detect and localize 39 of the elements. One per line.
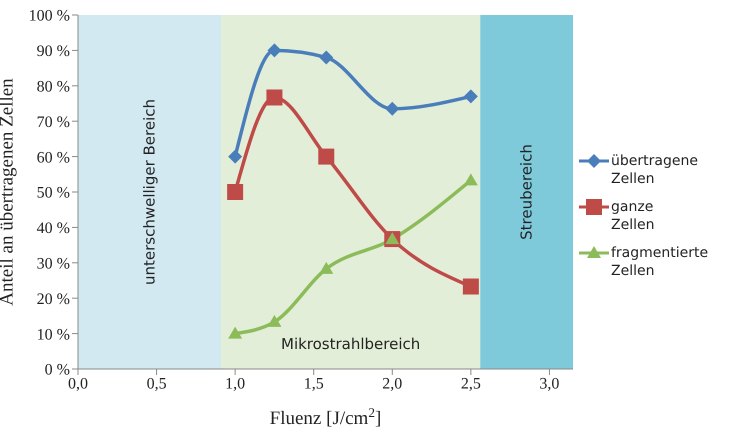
point: [385, 232, 400, 244]
y-tick-label: 0 %: [44, 362, 70, 379]
y-tick-label: 10 %: [36, 326, 70, 344]
point: [266, 89, 282, 106]
x-tick-label: 0,5: [146, 375, 167, 392]
legend-label: ganze Zellen: [611, 198, 656, 234]
y-tick-label: 80 %: [36, 78, 70, 96]
point: [267, 314, 282, 327]
point: [385, 102, 400, 116]
y-tick-label: 90 %: [36, 43, 70, 60]
y-tick-label: 50 %: [36, 184, 70, 202]
x-axis-title: Fluenz [J/cm$^{2}$]: [270, 404, 382, 429]
point: [227, 184, 244, 200]
point: [228, 150, 242, 164]
y-tick-label: 20 %: [36, 290, 70, 308]
point: [319, 262, 334, 274]
point: [464, 89, 478, 104]
x-tick-label: 0,0: [68, 375, 88, 392]
y-tick-label: 100 %: [28, 8, 70, 25]
y-tick-label: 40 %: [36, 220, 70, 238]
point: [228, 326, 242, 339]
band-label: Mikrostrahlbereich: [281, 335, 420, 353]
x-tick-label: 1,5: [304, 375, 324, 392]
point: [462, 278, 479, 295]
y-tick-label: 60 %: [36, 149, 70, 166]
x-tick-label: 1,0: [225, 375, 246, 392]
legend-label: übertragene Zellen: [611, 152, 699, 188]
band-label: unterschwelliger Bereich: [140, 98, 158, 286]
x-tick-label: 2,0: [382, 375, 402, 392]
point: [319, 50, 334, 64]
band-label: Streubereich: [518, 144, 536, 240]
x-tick-label: 3,0: [539, 375, 560, 392]
x-tick-label: 2,5: [460, 375, 481, 392]
point: [318, 148, 334, 165]
point: [267, 43, 282, 58]
y-tick-label: 30 %: [36, 255, 70, 272]
y-tick-label: 70 %: [36, 114, 70, 131]
point: [464, 173, 478, 186]
legend-label: fragmentierte Zellen: [611, 244, 708, 280]
